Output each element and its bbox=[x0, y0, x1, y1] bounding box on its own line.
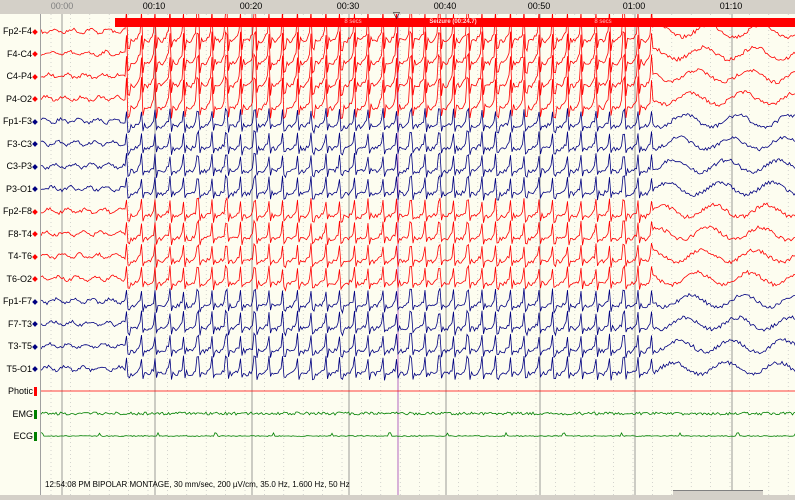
channel-trace bbox=[40, 219, 795, 246]
channel-bar-icon bbox=[34, 387, 37, 397]
channel-trace bbox=[40, 174, 795, 201]
channel-label[interactable]: Fp1-F7 bbox=[0, 296, 38, 306]
channel-label-text: C3-P3 bbox=[6, 161, 32, 171]
channel-trace bbox=[40, 354, 795, 381]
channel-label[interactable]: C4-P4 bbox=[0, 71, 38, 81]
channel-label[interactable]: ECG bbox=[0, 431, 37, 442]
channel-label[interactable]: P3-O1 bbox=[0, 183, 38, 194]
channel-label-text: EMG bbox=[12, 408, 33, 419]
channel-diamond-icon bbox=[32, 253, 38, 260]
eeg-trace-area[interactable]: 8 secs Seizure (00:24.7) 8 secs ▽ 12:54:… bbox=[40, 8, 795, 495]
channel-label-text: Fp2-F4 bbox=[2, 26, 32, 36]
channel-label[interactable]: F3-C3 bbox=[0, 138, 38, 149]
channel-label-text: F3-C3 bbox=[6, 138, 32, 149]
channel-label-text: T5-O1 bbox=[6, 363, 32, 374]
channel-bar-icon bbox=[34, 409, 37, 419]
channel-trace bbox=[40, 242, 795, 269]
channel-label[interactable]: Photic bbox=[0, 386, 37, 397]
channel-trace bbox=[40, 431, 795, 437]
time-label: 01:00 bbox=[622, 1, 646, 11]
channel-label[interactable]: P4-O2 bbox=[0, 93, 38, 104]
channel-trace bbox=[40, 129, 795, 157]
channel-label[interactable]: T3-T5 bbox=[0, 341, 38, 351]
channel-trace bbox=[40, 411, 795, 416]
channel-label[interactable]: F7-T3 bbox=[0, 318, 38, 329]
time-label: 00:30 bbox=[336, 1, 360, 11]
time-label: 00:20 bbox=[239, 1, 263, 11]
channel-label[interactable]: F4-C4 bbox=[0, 48, 38, 59]
channel-diamond-icon bbox=[32, 28, 38, 35]
channel-diamond-icon bbox=[32, 96, 38, 102]
channel-trace bbox=[40, 75, 795, 120]
channel-trace bbox=[40, 196, 795, 224]
channel-diamond-icon bbox=[32, 208, 38, 215]
channel-bar-icon bbox=[34, 432, 37, 442]
channel-diamond-icon bbox=[32, 231, 38, 237]
channel-label[interactable]: T4-T6 bbox=[0, 251, 38, 261]
channel-diamond-icon bbox=[32, 366, 38, 372]
channel-label-text: Fp2-F8 bbox=[2, 206, 32, 216]
channel-diamond-icon bbox=[32, 118, 38, 125]
banner-left-note: 8 secs bbox=[344, 19, 362, 25]
time-label: 00:40 bbox=[433, 1, 457, 11]
channel-label-text: P3-O1 bbox=[5, 183, 32, 194]
channel-trace bbox=[40, 309, 795, 337]
channel-label[interactable]: C3-P3 bbox=[0, 161, 38, 171]
channel-label-text: C4-P4 bbox=[6, 71, 32, 81]
channel-label[interactable]: Fp1-F3 bbox=[0, 116, 38, 126]
channel-label[interactable]: EMG bbox=[0, 409, 37, 419]
banner-right-note: 8 secs bbox=[594, 19, 612, 25]
channel-label-text: F4-C4 bbox=[6, 48, 32, 59]
channel-label-text: F8-T4 bbox=[7, 228, 32, 239]
channel-trace bbox=[40, 30, 795, 74]
channel-label-text: T4-T6 bbox=[7, 251, 32, 261]
channel-trace bbox=[40, 8, 795, 53]
channel-label-text: F7-T3 bbox=[7, 318, 32, 329]
horizontal-scrollbar[interactable] bbox=[673, 490, 763, 495]
channel-label-text: ECG bbox=[13, 431, 33, 441]
time-label: 00:50 bbox=[527, 1, 551, 11]
channel-diamond-icon bbox=[32, 321, 38, 327]
channel-label-column: Fp2-F4 F4-C4 C4-P4 P4-O2 Fp1-F3 F3-C3 C3-P3 P3-… bbox=[0, 14, 40, 495]
triangle-down-icon[interactable]: ▽ bbox=[393, 10, 400, 20]
channel-trace bbox=[40, 332, 795, 359]
channel-label[interactable]: Fp2-F8 bbox=[0, 206, 38, 216]
channel-label[interactable]: T5-O1 bbox=[0, 363, 38, 374]
status-line: 12:54:08 PM BIPOLAR MONTAGE, 30 mm/sec, … bbox=[45, 480, 350, 489]
channel-label-text: Fp1-F3 bbox=[2, 116, 32, 126]
channel-label-text: Fp1-F7 bbox=[2, 296, 32, 306]
channel-trace bbox=[40, 52, 795, 97]
channel-label[interactable]: T6-O2 bbox=[0, 273, 38, 284]
eeg-traces bbox=[40, 8, 795, 495]
channel-trace bbox=[40, 107, 795, 135]
channel-trace bbox=[40, 287, 795, 315]
channel-label-text: P4-O2 bbox=[5, 93, 32, 104]
channel-diamond-icon bbox=[32, 73, 38, 80]
channel-diamond-icon bbox=[32, 163, 38, 170]
time-label: 00:00 bbox=[50, 1, 74, 11]
channel-diamond-icon bbox=[32, 51, 38, 57]
time-label: 01:10 bbox=[719, 1, 743, 11]
channel-label-text: T3-T5 bbox=[7, 341, 32, 351]
channel-diamond-icon bbox=[32, 186, 38, 192]
channel-diamond-icon bbox=[32, 276, 38, 282]
channel-label-text: T6-O2 bbox=[6, 273, 32, 284]
channel-diamond-icon bbox=[32, 298, 38, 305]
seizure-event-title: Seizure (00:24.7) bbox=[429, 19, 477, 25]
channel-trace bbox=[40, 152, 795, 179]
channel-label[interactable]: F8-T4 bbox=[0, 228, 38, 239]
seizure-event-banner[interactable]: 8 secs Seizure (00:24.7) 8 secs bbox=[115, 18, 795, 27]
channel-label[interactable]: Fp2-F4 bbox=[0, 26, 38, 36]
channel-diamond-icon bbox=[32, 343, 38, 350]
channel-trace bbox=[40, 264, 795, 292]
channel-diamond-icon bbox=[32, 141, 38, 147]
time-label: 00:10 bbox=[142, 1, 166, 11]
channel-label-text: Photic bbox=[7, 386, 33, 396]
